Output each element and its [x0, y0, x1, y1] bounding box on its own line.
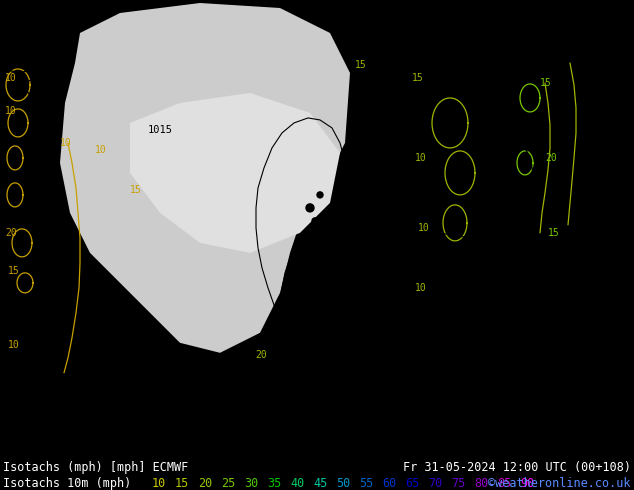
Text: 10: 10 [418, 223, 430, 233]
Text: 25: 25 [221, 477, 235, 490]
Circle shape [358, 236, 362, 240]
Text: 10: 10 [415, 283, 427, 293]
Text: 10: 10 [5, 106, 16, 116]
Text: 10: 10 [60, 138, 72, 148]
Text: 20: 20 [545, 153, 557, 163]
Circle shape [317, 192, 323, 198]
Text: 50: 50 [336, 477, 350, 490]
Text: 10: 10 [415, 153, 427, 163]
Text: 65: 65 [405, 477, 419, 490]
Circle shape [353, 245, 359, 251]
Text: 15: 15 [548, 228, 560, 238]
Circle shape [342, 275, 348, 281]
Text: 90: 90 [520, 477, 534, 490]
Text: 45: 45 [313, 477, 327, 490]
Text: 60: 60 [382, 477, 396, 490]
Text: 20: 20 [255, 350, 267, 360]
Polygon shape [130, 93, 340, 253]
Text: 85: 85 [497, 477, 511, 490]
Text: 35: 35 [267, 477, 281, 490]
Text: Isotachs (mph) [mph] ECMWF: Isotachs (mph) [mph] ECMWF [3, 461, 188, 474]
Text: 15: 15 [175, 477, 190, 490]
Text: 15: 15 [8, 266, 20, 276]
Text: 15: 15 [412, 73, 424, 83]
Text: Fr 31-05-2024 12:00 UTC (00+108): Fr 31-05-2024 12:00 UTC (00+108) [403, 461, 631, 474]
Text: 15: 15 [355, 60, 366, 70]
Polygon shape [60, 3, 350, 353]
Text: 30: 30 [244, 477, 258, 490]
Circle shape [306, 204, 314, 212]
Text: 40: 40 [290, 477, 304, 490]
Text: 15: 15 [130, 185, 142, 195]
Text: Isotachs 10m (mph): Isotachs 10m (mph) [3, 477, 131, 490]
Text: 15: 15 [540, 78, 552, 88]
Text: 1015: 1015 [148, 125, 173, 135]
Text: 75: 75 [451, 477, 465, 490]
Text: 1015: 1015 [350, 257, 375, 267]
Text: 10: 10 [95, 145, 107, 155]
Text: 20: 20 [198, 477, 212, 490]
Text: 10: 10 [5, 73, 16, 83]
Circle shape [356, 256, 360, 260]
Text: 20: 20 [5, 228, 16, 238]
Text: 70: 70 [428, 477, 443, 490]
Text: ©weatheronline.co.uk: ©weatheronline.co.uk [489, 477, 631, 490]
Circle shape [312, 218, 318, 224]
Text: 10: 10 [8, 340, 20, 350]
Text: 80: 80 [474, 477, 488, 490]
Text: 10: 10 [152, 477, 166, 490]
Text: 55: 55 [359, 477, 373, 490]
